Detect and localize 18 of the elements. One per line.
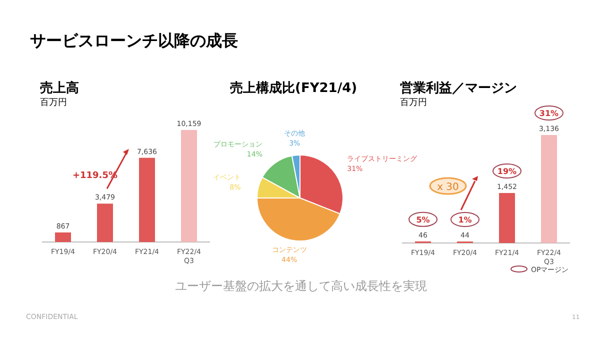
bar: [541, 135, 557, 243]
annotation: 19%: [497, 166, 517, 176]
text: 31%: [539, 109, 559, 118]
bar: [55, 232, 71, 242]
text: ユーザー基盤の拡大を通して高い成長性を実現: [175, 279, 427, 293]
chart-subtitle: 百万円: [40, 98, 67, 108]
bar: [139, 158, 155, 242]
text: サービスローンチ以降の成長: [30, 31, 238, 50]
chart-title: 売上高: [40, 80, 79, 96]
bar: [499, 192, 515, 243]
annotation: 5%: [416, 215, 430, 224]
annotation: 1%: [458, 215, 472, 224]
bar: [181, 130, 197, 242]
chart-title: 営業利益／マージン: [400, 80, 517, 96]
chart-subtitle: 百万円: [400, 98, 427, 108]
chart-title: 売上構成比(FY21/4): [230, 81, 358, 96]
bar: [97, 204, 113, 242]
annotation: x 30: [437, 182, 459, 193]
